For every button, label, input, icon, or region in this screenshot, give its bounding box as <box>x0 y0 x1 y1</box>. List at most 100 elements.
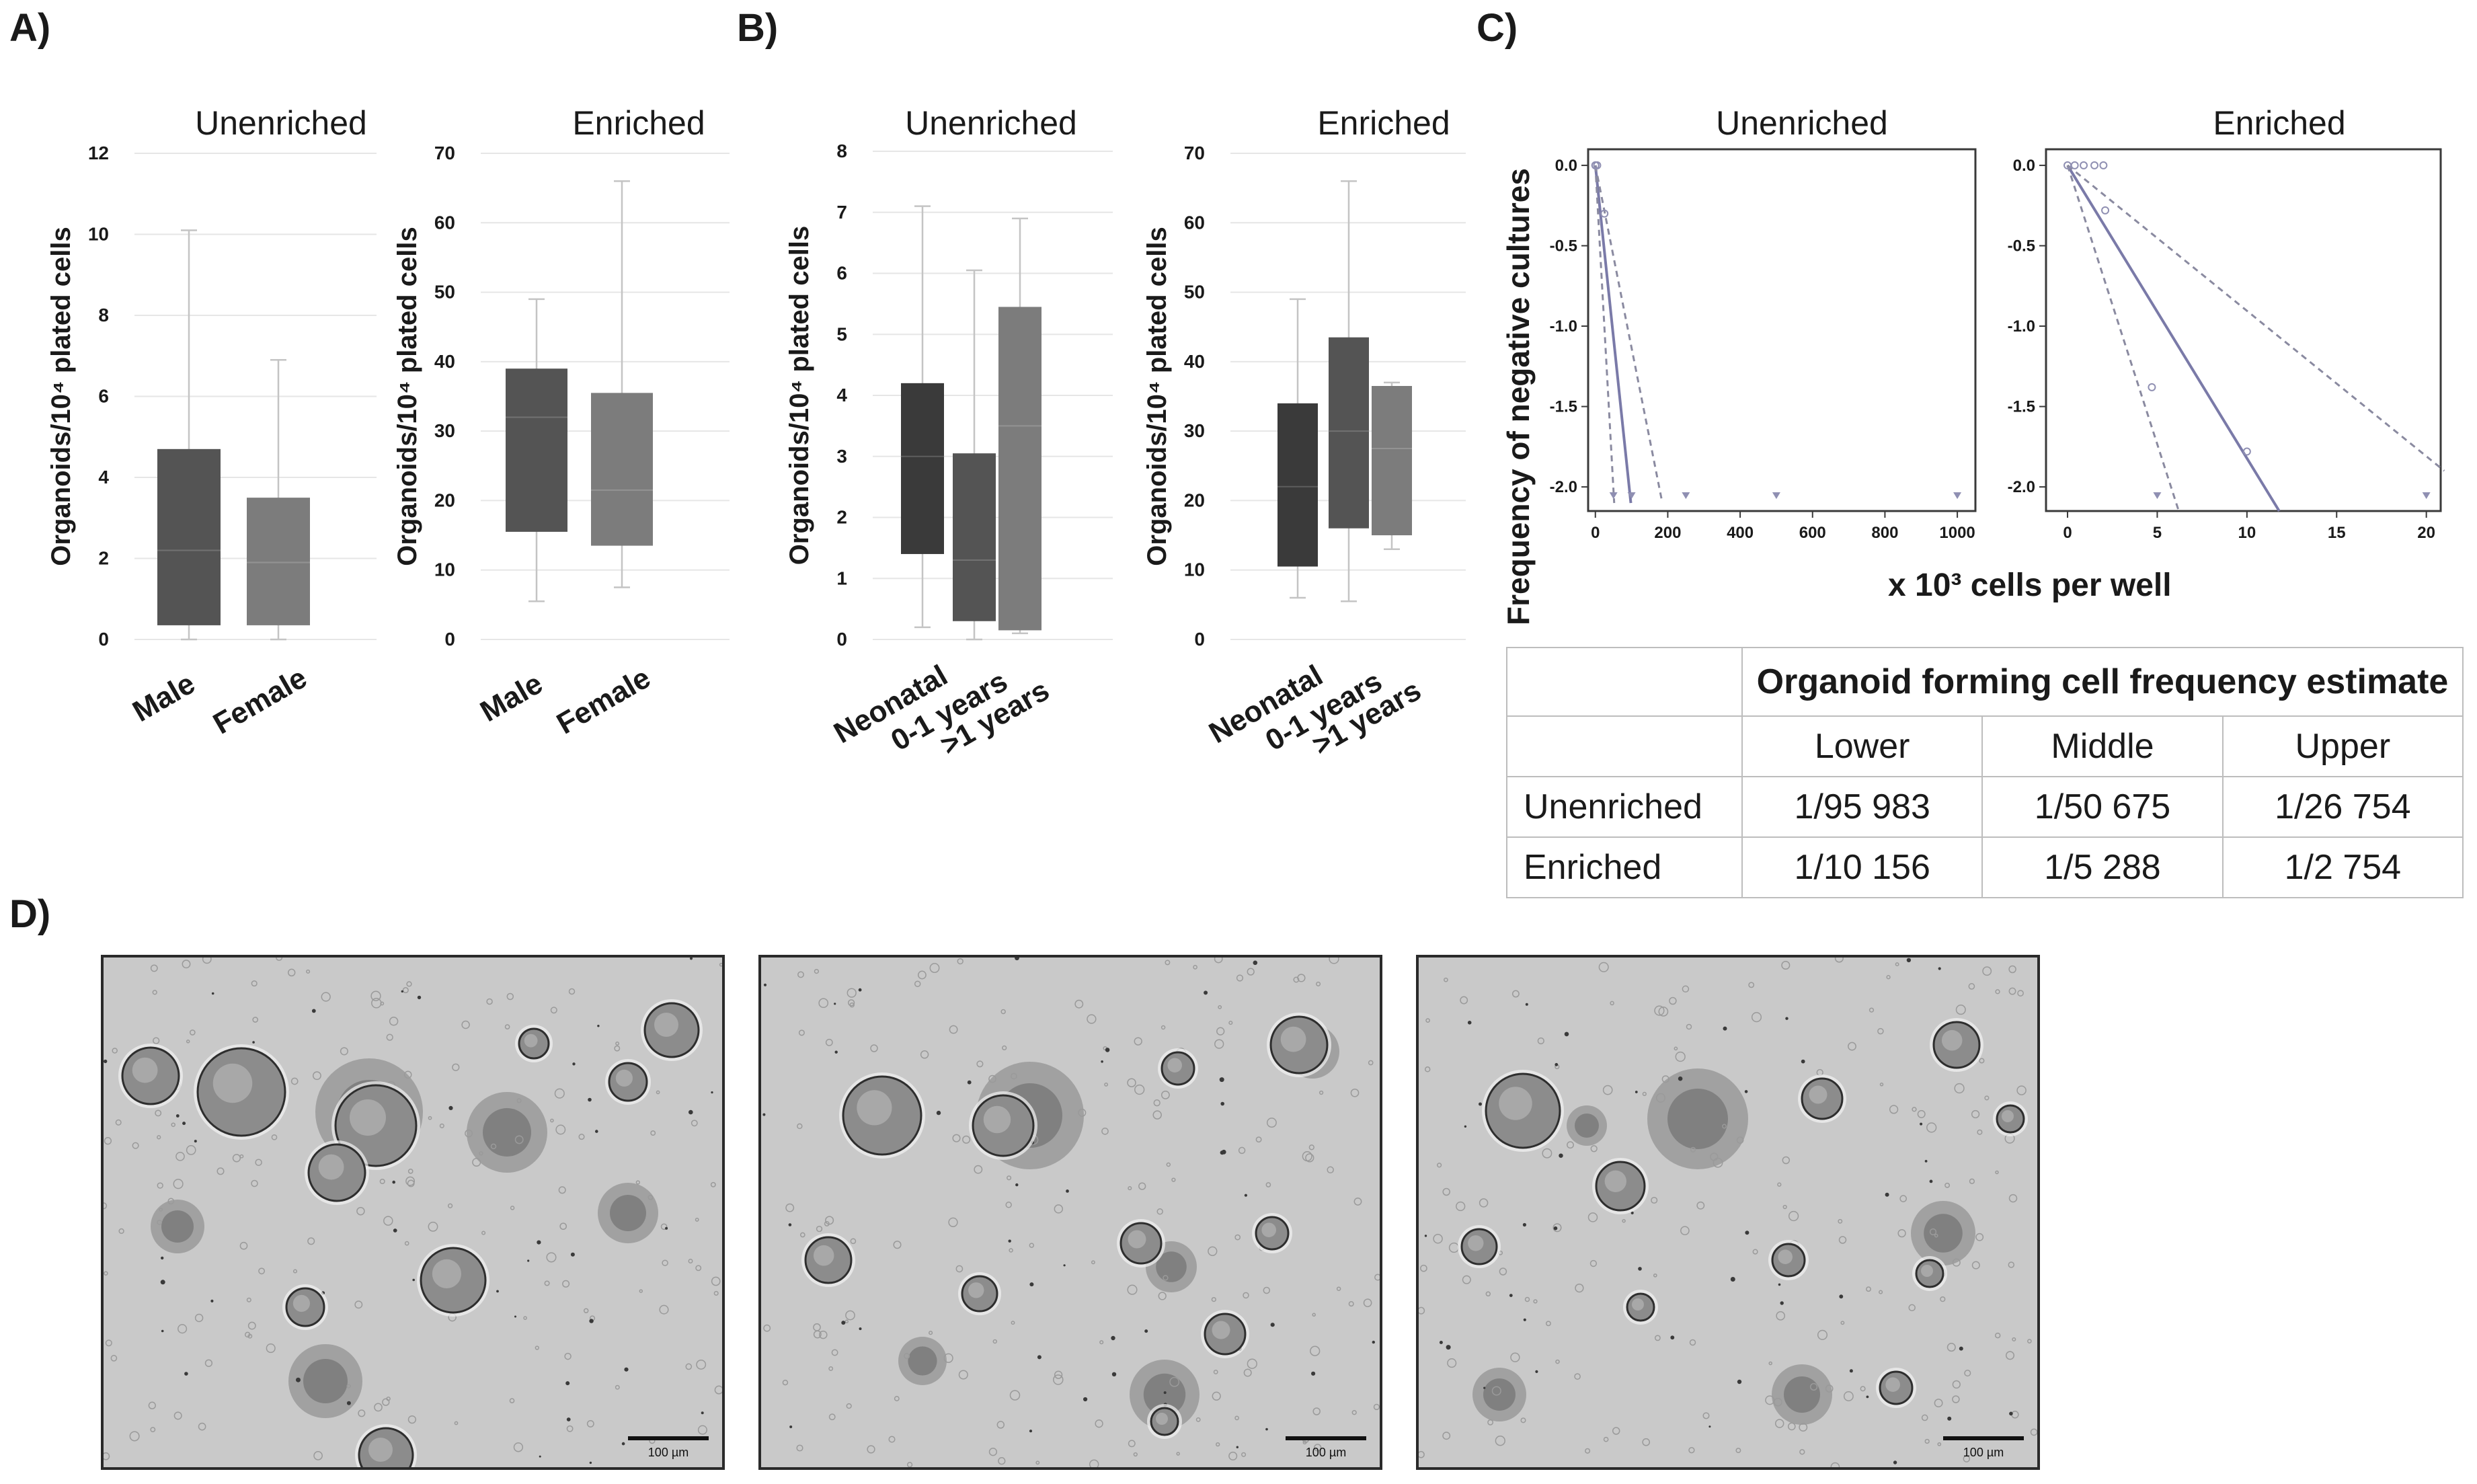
debris <box>943 1353 953 1363</box>
debris <box>967 1080 972 1085</box>
debris <box>1302 1151 1312 1162</box>
x-tick-label: 0 <box>1591 524 1600 542</box>
debris <box>454 1421 459 1426</box>
x-tick-label: 15 <box>2328 524 2346 542</box>
debris <box>1661 1075 1669 1083</box>
debris <box>588 1097 592 1102</box>
debris <box>1127 1284 1138 1295</box>
organoid-core <box>1167 1058 1182 1072</box>
y-tick-label: 0 <box>98 629 109 650</box>
debris <box>232 1154 241 1163</box>
debris <box>691 1120 698 1127</box>
debris <box>150 1427 156 1433</box>
debris <box>1228 1021 1233 1025</box>
debris <box>1525 1003 1528 1006</box>
out-of-focus-cell <box>483 1108 531 1157</box>
debris <box>1781 960 1791 970</box>
y-tick-label: 60 <box>1184 212 1205 233</box>
debris <box>514 1315 516 1318</box>
category-label: Female <box>208 661 313 740</box>
y-tick-label: 6 <box>836 263 847 284</box>
debris <box>407 1179 415 1187</box>
organoid-core <box>813 1245 834 1266</box>
debris <box>1101 1060 1103 1063</box>
debris <box>844 1319 849 1324</box>
debris <box>252 1041 255 1044</box>
scale-bar <box>628 1436 709 1440</box>
chart-title: Enriched <box>572 104 705 142</box>
debris <box>1265 1182 1271 1187</box>
debris <box>1899 1195 1908 1202</box>
debris <box>1312 1313 1316 1317</box>
debris <box>1921 1414 1928 1421</box>
debris <box>828 1366 834 1371</box>
debris <box>697 1425 707 1435</box>
debris <box>1467 1021 1472 1025</box>
box-male <box>157 448 221 625</box>
debris <box>1487 1419 1494 1426</box>
debris <box>834 1050 838 1054</box>
micrograph-image: 100 µm <box>761 958 1380 1467</box>
debris <box>271 1134 278 1140</box>
debris <box>1654 1335 1661 1341</box>
debris <box>428 1116 432 1120</box>
debris <box>537 1240 541 1245</box>
x-tick-label: 200 <box>1654 524 1681 542</box>
debris <box>688 1259 693 1263</box>
debris <box>656 1090 660 1095</box>
debris <box>1774 1419 1784 1428</box>
debris <box>251 980 258 987</box>
out-of-focus-cell <box>610 1195 646 1231</box>
debris <box>1555 1062 1559 1066</box>
debris <box>847 999 855 1007</box>
debris <box>554 1088 565 1099</box>
y-tick-label: 0.0 <box>2013 157 2035 175</box>
debris <box>1035 1460 1040 1465</box>
debris <box>564 1352 572 1360</box>
debris <box>405 1176 416 1186</box>
debris <box>1134 1084 1145 1095</box>
debris <box>1485 1291 1491 1297</box>
chart-title: Unenriched <box>905 104 1077 142</box>
box--1-years <box>998 307 1041 631</box>
y-tick-label: 0 <box>444 629 455 650</box>
dilution-chart: Unenriched 0.0 -0.5 -1.0 -1.5 -2.0 0 200 400 600 8… <box>1550 104 1977 542</box>
organoid-core <box>524 1033 538 1048</box>
debris <box>1968 983 1975 990</box>
organoid-core <box>1156 1413 1168 1425</box>
data-point <box>1600 209 1609 218</box>
table-cell: 1/95 983 <box>1741 776 1983 838</box>
scale-bar <box>1943 1436 2024 1440</box>
debris <box>1971 1109 1980 1119</box>
y-tick-label: 4 <box>98 467 109 487</box>
debris <box>1710 1153 1719 1161</box>
debris <box>1964 1370 1971 1377</box>
debris <box>615 1384 620 1390</box>
debris <box>198 1422 206 1431</box>
debris <box>1638 1267 1642 1271</box>
boxplot-chart: 0 1 2 3 4 5 6 7 8 Unenriched Organoids/10⁴ plated … <box>785 104 1113 762</box>
debris <box>1499 1267 1507 1276</box>
debris <box>559 1222 567 1231</box>
debris <box>763 983 767 986</box>
debris <box>813 1323 821 1331</box>
debris <box>1211 1296 1216 1302</box>
y-tick-label: 30 <box>434 420 455 441</box>
debris <box>439 1123 444 1128</box>
y-tick-label: 6 <box>98 386 109 407</box>
debris <box>1074 999 1084 1009</box>
y-tick-label: 3 <box>836 446 847 467</box>
debris <box>1782 1156 1791 1165</box>
debris <box>1869 1007 1875 1013</box>
debris <box>906 1462 913 1467</box>
debris <box>1780 1301 1784 1305</box>
debris <box>1788 1210 1799 1222</box>
out-of-focus-cell <box>1667 1089 1728 1149</box>
debris <box>1908 1304 1916 1312</box>
debris <box>1161 1090 1170 1099</box>
debris <box>161 1256 164 1260</box>
debris <box>948 1217 958 1227</box>
debris <box>2030 1428 2037 1436</box>
box-0-1-years <box>953 453 996 621</box>
debris <box>665 1226 668 1230</box>
